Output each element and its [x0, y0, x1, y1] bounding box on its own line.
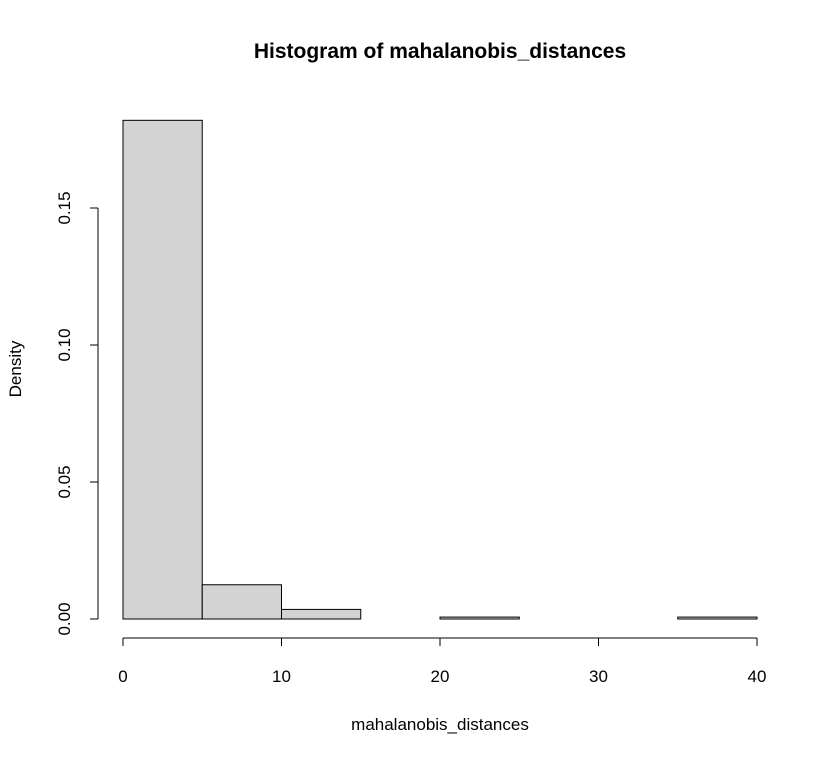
x-axis: 0 10 20 30 40: [118, 637, 767, 686]
y-tick-label: 0.10: [55, 328, 74, 361]
x-tick-label: 0: [118, 667, 127, 686]
x-axis-label: mahalanobis_distances: [351, 715, 529, 734]
x-tick-label: 10: [272, 667, 291, 686]
histogram-bar-1: [201, 584, 282, 620]
y-axis-label: Density: [6, 340, 25, 397]
chart-title: Histogram of mahalanobis_distances: [254, 40, 626, 63]
histogram-bar-0: [122, 119, 203, 620]
y-tick-label: 0.15: [55, 191, 74, 224]
histogram-bar-7: [677, 616, 758, 620]
bars-group: [122, 119, 758, 620]
y-tick-label: 0.05: [55, 465, 74, 498]
y-tick-label: 0.00: [55, 602, 74, 635]
x-tick-label: 20: [431, 667, 450, 686]
histogram-bar-4: [439, 616, 520, 620]
x-tick-label: 40: [748, 667, 767, 686]
y-axis: 0.00 0.05 0.10 0.15: [55, 191, 99, 636]
x-tick-label: 30: [589, 667, 608, 686]
histogram-bar-2: [281, 608, 362, 620]
